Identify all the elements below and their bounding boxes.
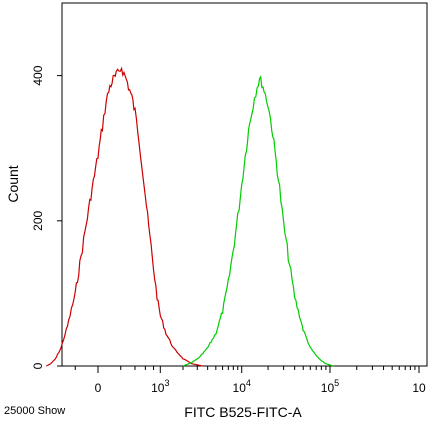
x-axis-label: FITC B525-FITC-A <box>184 404 302 420</box>
x-tick-label: 105 <box>321 378 339 395</box>
x-tick-label: 103 <box>151 378 169 395</box>
y-axis-label: Count <box>5 165 21 202</box>
y-tick-label: 0 <box>31 362 45 369</box>
y-tick-label: 200 <box>31 210 45 230</box>
series-layer <box>46 66 334 367</box>
plot-frame <box>61 2 428 367</box>
x-tick-label: 10 <box>412 381 426 395</box>
series-0-histogram-line <box>46 66 203 367</box>
series-1-histogram-line <box>182 74 334 367</box>
y-tick-label: 400 <box>31 65 45 85</box>
x-tick-label: 0 <box>95 381 102 395</box>
event-count-label: 25000 Show <box>4 405 65 417</box>
y-axis: 0 200 400 <box>31 65 62 369</box>
x-tick-label: 104 <box>233 378 251 395</box>
x-axis: 0 103 104 105 10 <box>74 366 426 395</box>
